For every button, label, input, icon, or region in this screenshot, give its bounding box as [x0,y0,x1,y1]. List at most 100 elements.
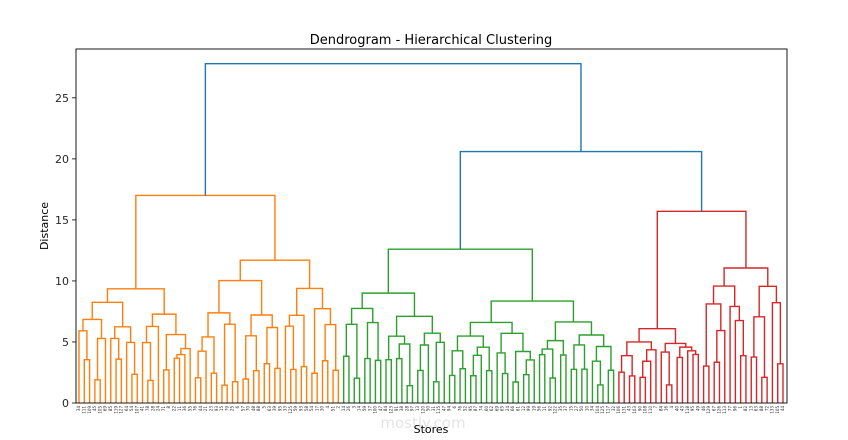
leaf-label: 67 [711,406,716,412]
leaf-label: 115 [436,406,441,414]
dendrogram-link [221,384,228,403]
leaf-label: 33 [283,406,288,412]
dendrogram-link [595,345,612,371]
leaf-label: 93 [299,406,304,412]
y-tick-label: 0 [62,397,69,410]
leaf-label: 105 [97,406,102,414]
dendrogram-link [423,332,441,346]
dendrogram-link [713,361,721,403]
y-axis-label: Distance [38,202,51,250]
y-tick-label: 25 [55,92,69,105]
dendrogram-link [145,325,160,403]
dendrogram-link [197,350,207,403]
leaf-label: 11 [177,406,182,412]
leaf-label: 25 [230,406,235,412]
dendrogram-link [705,303,722,367]
leaf-label: 24 [505,406,510,412]
dendrogram-link [242,378,250,403]
leaf-label: 48 [251,406,256,412]
leaf-label: 30 [320,406,325,412]
leaf-label: 90 [637,406,642,412]
leaf-label: 15 [219,406,224,412]
dendrogram-link [665,384,673,403]
leaf-label: 39 [272,406,277,412]
leaf-label: 13 [415,406,420,412]
dendrogram-link [451,350,464,376]
leaf-label: 125 [600,406,605,414]
dendrogram-link [223,323,236,386]
leaf-label: 78 [145,406,150,412]
leaf-label: 79 [224,406,229,412]
dendrogram-link [761,376,768,403]
dendrogram-link [94,379,101,403]
leaf-label: 113 [722,406,727,414]
dendrogram-link [456,335,484,351]
dendrogram-link [496,352,506,403]
dendrogram-link [469,375,477,403]
leaf-label: 11 [542,406,547,412]
leaf-label: 15 [568,406,573,412]
dendrogram-link [620,354,633,376]
dendrogram-link [432,381,440,403]
dendrogram-link [387,335,406,360]
leaf-label: 31 [431,406,436,412]
dendrogram-link [165,333,187,370]
leaf-label: 44 [780,406,785,412]
dendrogram-link [642,360,652,403]
leaf-label: 87 [473,406,478,412]
dendrogram-link [366,321,379,361]
leaf-label: 118 [685,406,690,414]
dendrogram-link [549,377,557,403]
dendrogram-link [618,371,625,403]
dendrogram-link [311,372,318,403]
leaf-label: 107 [134,406,139,414]
dendrogram-link [546,339,565,355]
leaf-label: 64 [124,406,129,412]
dendrogram-link [321,360,329,403]
leaf-label: 27 [574,406,579,412]
leaf-label: 13 [748,406,753,412]
leaf-label: 70 [246,406,251,412]
dendrogram-link [263,363,271,403]
dendrogram-link [581,368,588,403]
leaf-label: 129 [706,406,711,414]
leaf-label: 38 [399,406,404,412]
dendrogram-link [83,358,91,403]
dendrogram-link [570,368,578,403]
dendrogram-link [364,357,371,403]
dendrogram-link [290,368,297,403]
leaf-label: 59 [293,406,298,412]
leaf-label: 69 [103,406,108,412]
leaf-label: 84 [383,406,388,412]
leaf-label: 16 [664,406,669,412]
dendrogram-link [607,369,615,403]
watermark: mostly.com [380,414,465,432]
dendrogram-link [490,300,575,323]
dendrogram-link [96,337,107,403]
leaf-label: 43 [627,406,632,412]
y-tick-label: 5 [62,336,69,349]
dendrogram-link [115,358,123,403]
dendrogram-link [201,336,215,374]
leaf-label: 77 [727,406,732,412]
leaf-label: 59 [362,406,367,412]
dendrogram-link [645,349,657,403]
leaf-label: 85 [108,406,113,412]
leaf-label: 35 [558,406,563,412]
leaf-label: 88 [256,406,261,412]
leaf-label: 111 [81,406,86,414]
dendrogram-link [218,279,263,316]
leaf-label: 43 [680,406,685,412]
leaf-label: 65 [500,406,505,412]
leaf-label: 104 [595,406,600,414]
leaf-label: 52 [463,406,468,412]
leaf-label: 36 [182,406,187,412]
leaf-label: 6 [235,406,240,409]
leaf-label: 82 [743,406,748,412]
dendrogram-link [91,301,124,327]
dendrogram-link [538,353,546,403]
leaf-label: 92 [547,406,552,412]
leaf-label: 127 [119,406,124,414]
leaf-label: 103 [632,406,637,414]
